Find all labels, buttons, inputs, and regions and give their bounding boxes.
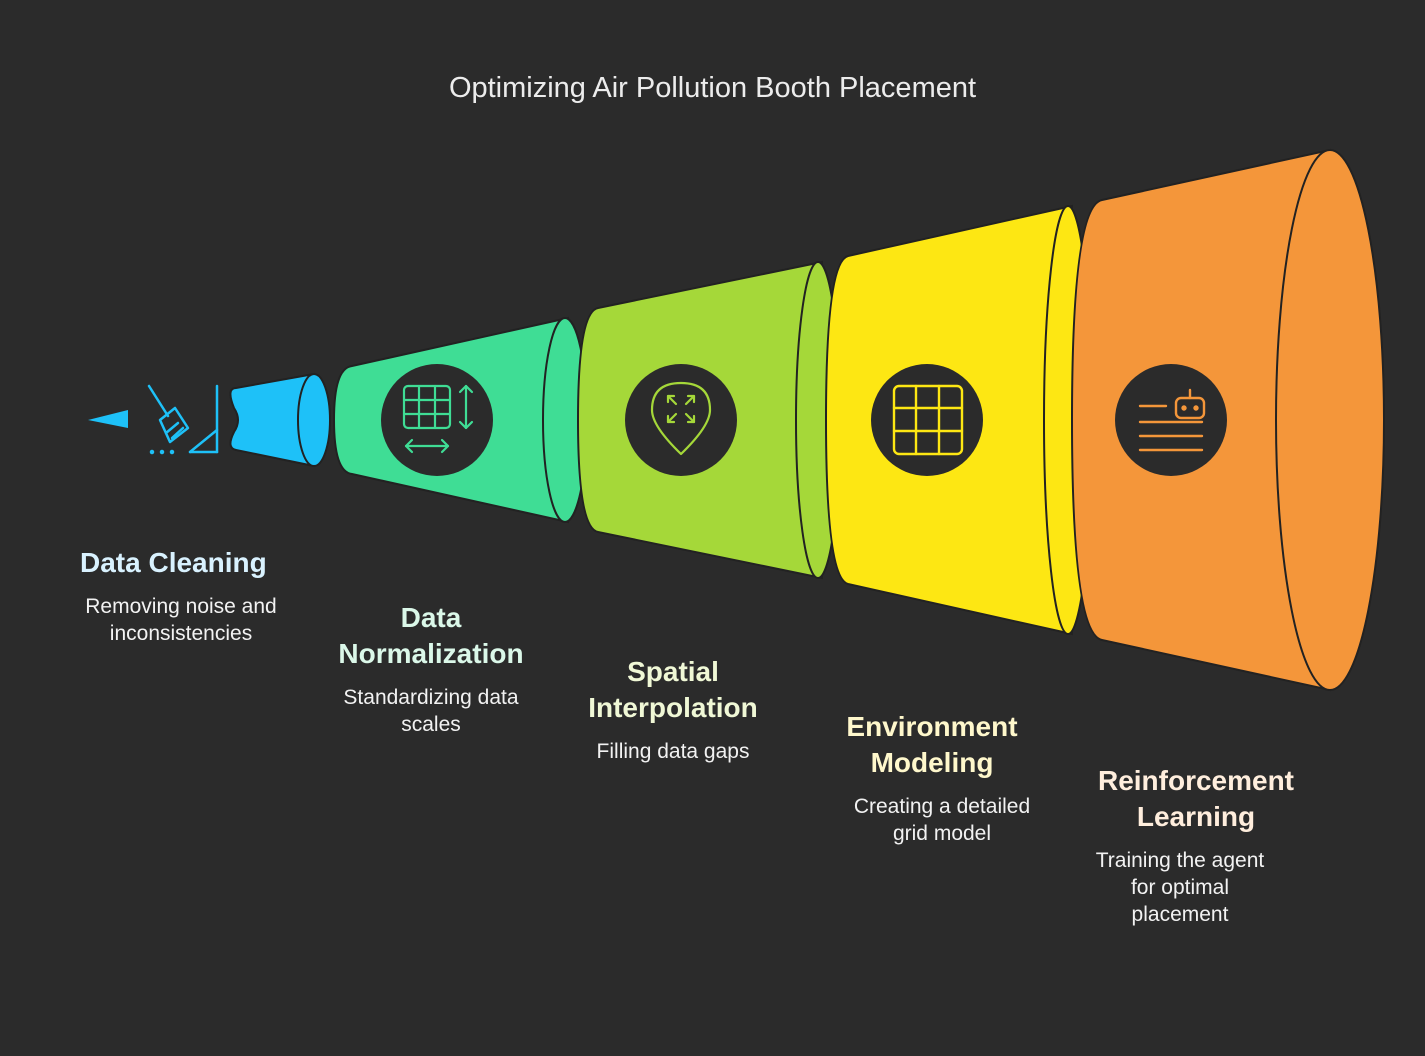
stage-name: Spatial Interpolation <box>588 656 758 723</box>
label-data-cleaning: Data Cleaning Removing noise and inconsi… <box>72 545 290 647</box>
stage-description: Removing noise and inconsistencies <box>85 595 277 645</box>
stage-name: Data Normalization <box>338 602 524 669</box>
icon-badge-environment-modeling <box>871 364 983 476</box>
robot-text-icon <box>1138 388 1206 452</box>
grid-icon <box>892 384 964 456</box>
diagram-title: Optimizing Air Pollution Booth Placement <box>448 72 977 104</box>
label-data-normalization: Data Normalization Standardizing data sc… <box>326 600 536 738</box>
stage-name: Reinforcement Learning <box>1097 765 1295 832</box>
broom-icon <box>147 384 219 455</box>
icon-badge-spatial-interpolation <box>625 364 737 476</box>
arrow-tip-icon <box>88 410 128 428</box>
stage-reinforcement-learning <box>1070 148 1385 692</box>
stage-environment-modeling <box>824 204 1093 636</box>
icon-badge-reinforcement-learning <box>1115 364 1227 476</box>
stage-cap-reinforcement-learning <box>1275 149 1385 691</box>
stage-name: Environment Modeling <box>846 711 1018 778</box>
label-spatial-interpolation: Spatial Interpolation Filling data gaps <box>568 654 778 765</box>
stage-spatial-interpolation <box>576 260 841 580</box>
stage-description: Standardizing data scales <box>343 686 519 736</box>
icon-badge-data-normalization <box>381 364 493 476</box>
label-reinforcement-learning: Reinforcement Learning Training the agen… <box>1085 763 1307 928</box>
stage-name: Data Cleaning <box>80 547 267 578</box>
stage-data-cleaning <box>88 372 331 468</box>
table-resize-icon <box>402 384 474 454</box>
stage-data-normalization <box>332 316 588 524</box>
label-environment-modeling: Environment Modeling Creating a detailed… <box>832 709 1032 847</box>
map-pin-expand-icon <box>650 381 712 456</box>
stage-description: Training the agent for optimal placement <box>1095 849 1265 926</box>
stage-description: Creating a detailed grid model <box>853 795 1031 845</box>
stage-description: Filling data gaps <box>596 740 750 763</box>
stage-body-data-cleaning <box>229 372 315 468</box>
stage-cap-data-cleaning <box>297 373 331 467</box>
